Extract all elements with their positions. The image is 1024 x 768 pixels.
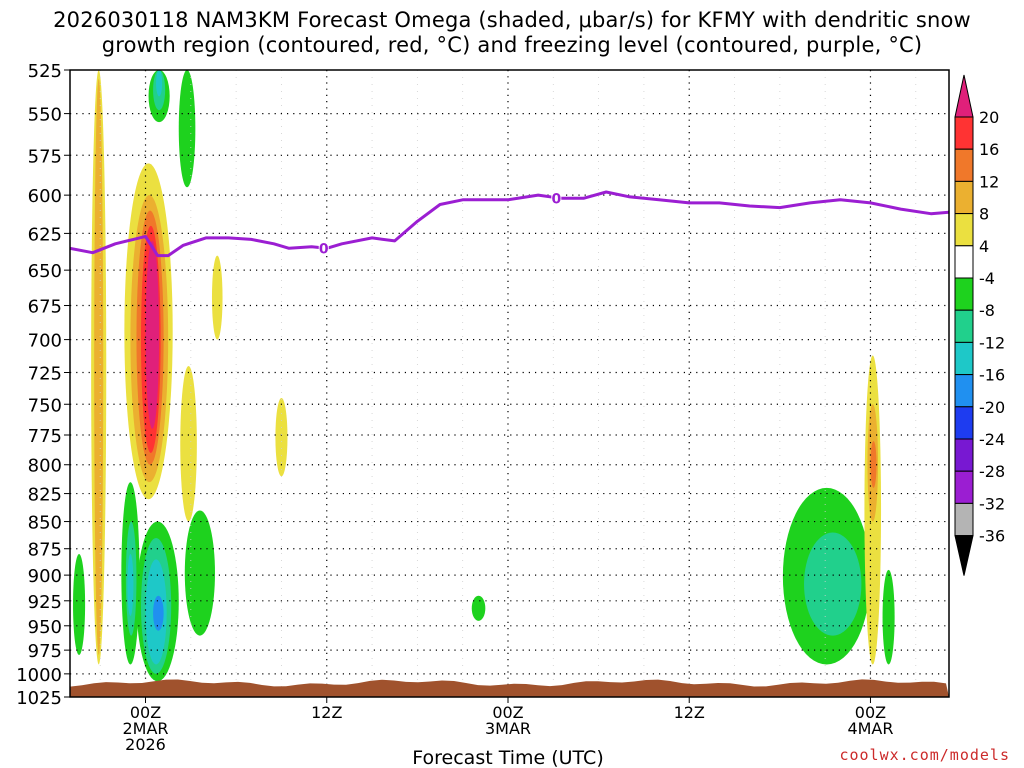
colorbar-label: -28 [979, 462, 1005, 481]
omega-region-28 [870, 441, 877, 488]
colorbar-swatch [954, 341, 974, 376]
omega-region-16 [153, 595, 164, 631]
colorbar-label: -36 [979, 527, 1005, 546]
y-tick-label: 825 [28, 485, 62, 506]
freezing-label-bg [318, 239, 329, 256]
y-tick-label: 750 [28, 395, 62, 416]
colorbar-label: -4 [979, 269, 995, 288]
terrain-surface [70, 679, 949, 697]
terrain-layer [70, 679, 949, 697]
colorbar-bottom-arrow [954, 535, 974, 576]
colorbar-label: 20 [979, 108, 999, 127]
x-tick-label: 00Z [855, 703, 886, 722]
y-tick-label: 625 [28, 224, 62, 245]
omega-region-7 [180, 366, 197, 522]
colorbar-label: 4 [979, 237, 989, 256]
colorbar-label: 8 [979, 205, 989, 224]
y-tick-label: 850 [28, 513, 62, 534]
colorbar-label: -12 [979, 333, 1005, 352]
colorbar-label: -24 [979, 430, 1005, 449]
source-credit[interactable]: coolwx.com/models [839, 746, 1010, 764]
y-tick-label: 575 [28, 146, 62, 167]
freezing-label-bg [551, 189, 562, 206]
y-tick-label: 600 [28, 186, 62, 207]
x-tick-label: 00Z [492, 703, 523, 722]
colorbar-swatch [954, 502, 974, 537]
omega-region-18 [73, 554, 86, 655]
colorbar: 20 16 12 8 4 -4 -8 -12 -16 -20 -24 -28 -32 -36 [954, 74, 1005, 576]
y-tick-label: 675 [28, 297, 62, 318]
chart-title-line-1: 2026030118 NAM3KM Forecast Omega (shaded… [53, 8, 971, 32]
y-tick-label: 925 [28, 592, 62, 613]
x-tick-label: 3MAR [485, 719, 531, 738]
x-axis-label: Forecast Time (UTC) [412, 747, 603, 768]
y-tick-label: 875 [28, 540, 62, 561]
omega-shading-layer [73, 70, 895, 682]
colorbar-top-arrow [954, 74, 974, 118]
y-tick-label: 950 [28, 617, 62, 638]
colorbar-swatch [954, 116, 974, 150]
x-tick-label: 2026 [125, 735, 166, 754]
colorbar-label: 12 [979, 172, 999, 191]
x-tick-label: 2MAR [122, 719, 168, 738]
freezing-level-layer: 00 [70, 189, 949, 257]
y-tick-label: 650 [28, 261, 62, 282]
colorbar-swatch [954, 470, 974, 504]
freezing-level-line [70, 190, 949, 258]
freezing-level-label: 0 [551, 191, 561, 207]
y-tick-label: 775 [28, 426, 62, 447]
plot-frame [69, 69, 950, 698]
omega-region-9 [275, 397, 288, 477]
y-axis: 525 550 575 600 625 650 675 700 725 750 775 800 825 8… [16, 61, 70, 709]
colorbar-swatch [954, 438, 974, 472]
omega-region-25 [804, 532, 862, 636]
y-tick-label: 1025 [16, 688, 62, 709]
colorbar-swatch [954, 277, 974, 311]
colorbar-swatch [954, 374, 974, 408]
colorbar-swatch [954, 309, 974, 343]
x-tick-label: 4MAR [847, 719, 893, 738]
omega-region-12 [127, 554, 134, 616]
colorbar-label: -32 [979, 494, 1005, 513]
omega-region-17 [184, 510, 215, 636]
omega-region-22 [178, 70, 196, 188]
y-tick-label: 700 [28, 331, 62, 352]
colorbar-swatch [954, 406, 974, 440]
x-tick-label: 00Z [130, 703, 161, 722]
y-tick-label: 725 [28, 363, 62, 384]
colorbar-swatch [954, 245, 974, 279]
omega-region-8 [211, 255, 223, 340]
x-tick-label: 12Z [674, 703, 705, 722]
freezing-level-label: 0 [319, 241, 329, 257]
omega-region-6 [145, 240, 160, 429]
y-tick-label: 975 [28, 641, 62, 662]
colorbar-swatch [954, 180, 974, 215]
y-tick-label: 550 [28, 105, 62, 126]
x-tick-label: 12Z [311, 703, 342, 722]
y-tick-label: 900 [28, 566, 62, 587]
colorbar-label: 16 [979, 140, 999, 159]
omega-region-23 [471, 595, 486, 621]
colorbar-label: -20 [979, 398, 1005, 417]
omega-region-1 [94, 78, 104, 655]
grid-layer [70, 70, 949, 697]
chart-title-line-2: growth region (contoured, red, °C) and f… [101, 33, 923, 57]
y-tick-label: 800 [28, 456, 62, 477]
colorbar-label: -16 [979, 366, 1005, 385]
y-tick-label: 525 [28, 61, 62, 82]
colorbar-swatch [954, 148, 974, 182]
omega-region-29 [882, 569, 895, 665]
y-tick-label: 1000 [16, 665, 62, 686]
colorbar-label: -8 [979, 301, 995, 320]
omega-region-21 [156, 70, 163, 97]
colorbar-swatch [954, 213, 974, 247]
